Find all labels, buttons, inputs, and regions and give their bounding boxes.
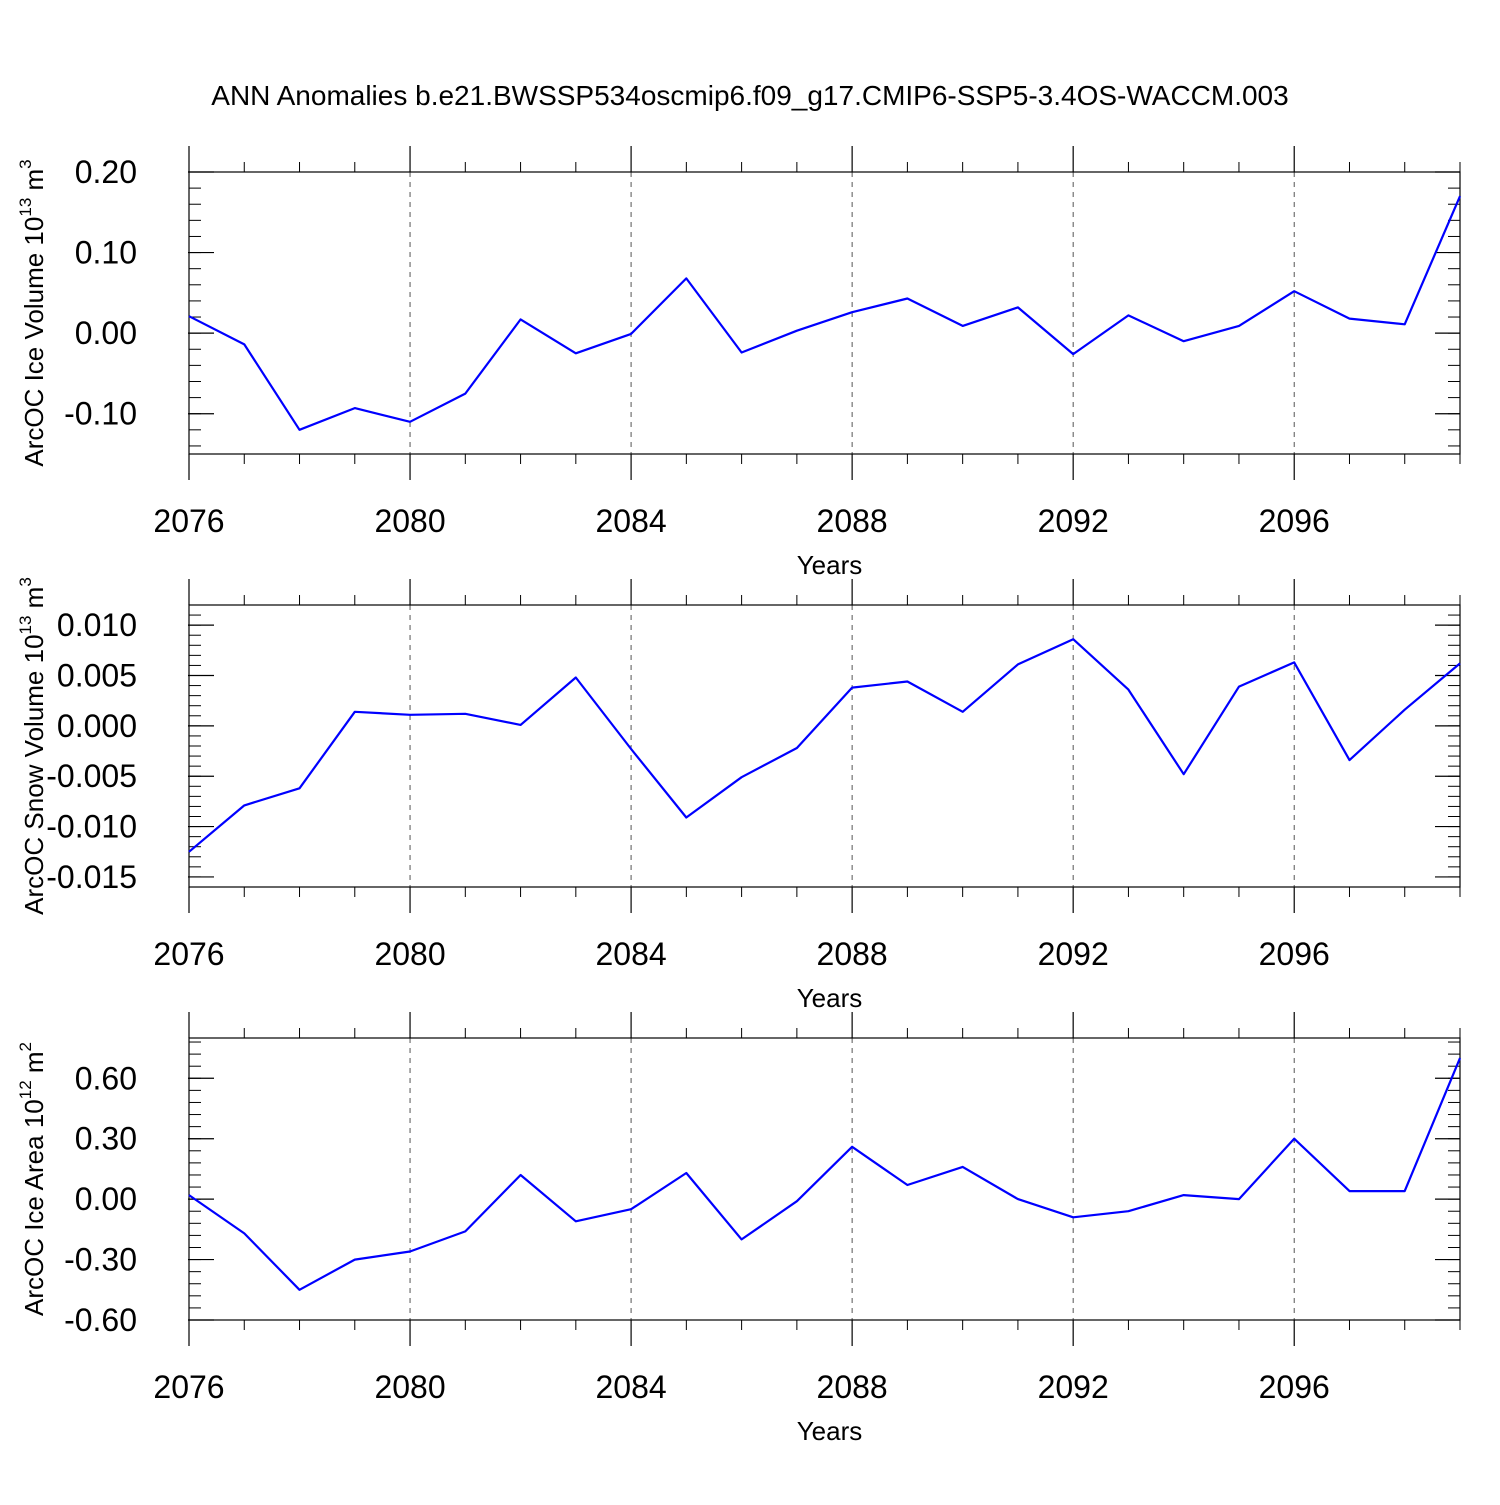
x-tick-label: 2084	[595, 503, 666, 539]
y-tick-label: 0.00	[75, 1181, 137, 1217]
y-tick-label: 0.010	[57, 607, 137, 643]
chart-panel-2: 2076 2080 2084 2088 2092 2096 Years -0.015 -0.01…	[16, 577, 1461, 1013]
x-tick-label: 2092	[1038, 936, 1109, 972]
y-axis-title-unit: m	[19, 587, 49, 616]
plot-frame	[188, 1037, 1461, 1321]
y-axis-title-unit: m	[19, 1051, 49, 1080]
y-tick-label: -0.015	[46, 859, 137, 895]
y-axis-title-unit: m	[19, 169, 49, 198]
y-axis-title-exponent: 13	[16, 198, 35, 217]
y-axis-title-text: ArcOC Ice Area 10	[19, 1099, 49, 1316]
x-tick-label: 2092	[1038, 1369, 1109, 1405]
x-tick-label: 2076	[153, 936, 224, 972]
y-tick-label: -0.60	[64, 1302, 137, 1338]
x-tick-label: 2088	[817, 1369, 888, 1405]
y-axis-title-unit-exponent: 2	[16, 1042, 35, 1051]
data-series-line	[188, 1057, 1462, 1291]
y-axis-title-text: ArcOC Ice Volume 10	[19, 217, 49, 467]
y-axis-title-unit-exponent: 3	[16, 577, 35, 586]
y-tick-label: -0.005	[46, 758, 137, 794]
y-axis-title: ArcOC Ice Area 1012 m2	[16, 1042, 49, 1316]
chart-panel-3: 2076 2080 2084 2088 2092 2096 Years -0.60 -0.30 0…	[16, 1012, 1462, 1446]
x-tick-label: 2092	[1038, 503, 1109, 539]
x-tick-label: 2088	[817, 936, 888, 972]
chart-panel-1: 2076 2080 2084 2088 2092 2096 Years -0.10 0.00 0.…	[16, 146, 1462, 580]
y-tick-label: -0.30	[64, 1242, 137, 1278]
x-tick-label: 2080	[374, 936, 445, 972]
y-tick-label: -0.010	[46, 809, 137, 845]
plot-frame	[188, 171, 1461, 455]
y-tick-label: 0.10	[75, 235, 137, 271]
x-tick-label: 2096	[1259, 1369, 1330, 1405]
y-tick-label: 0.005	[57, 658, 137, 694]
x-tick-label: 2096	[1259, 936, 1330, 972]
x-tick-label: 2080	[374, 1369, 445, 1405]
y-axis-title-exponent: 12	[16, 1080, 35, 1099]
y-tick-label: 0.60	[75, 1060, 137, 1096]
x-axis-title: Years	[797, 1416, 863, 1446]
x-tick-label: 2076	[153, 503, 224, 539]
y-axis-title-exponent: 13	[16, 616, 35, 635]
y-tick-label: 0.00	[75, 315, 137, 351]
y-tick-label: 0.000	[57, 708, 137, 744]
x-tick-label: 2084	[595, 1369, 666, 1405]
plot-frame	[188, 604, 1461, 888]
data-series-line	[188, 195, 1462, 431]
x-tick-label: 2088	[817, 503, 888, 539]
y-tick-label: 0.20	[75, 154, 137, 190]
y-axis-title: ArcOC Snow Volume 1013 m3	[16, 577, 49, 915]
x-tick-label: 2084	[595, 936, 666, 972]
y-tick-label: -0.10	[64, 396, 137, 432]
chart-title: ANN Anomalies b.e21.BWSSP534oscmip6.f09_…	[211, 80, 1288, 111]
x-axis-title: Years	[797, 983, 863, 1013]
y-axis-title-unit-exponent: 3	[16, 159, 35, 168]
y-tick-label: 0.30	[75, 1121, 137, 1157]
x-axis-title: Years	[797, 550, 863, 580]
x-tick-label: 2096	[1259, 503, 1330, 539]
x-tick-label: 2080	[374, 503, 445, 539]
y-axis-title-text: ArcOC Snow Volume 10	[19, 634, 49, 914]
y-axis-title: ArcOC Ice Volume 1013 m3	[16, 159, 49, 466]
x-tick-label: 2076	[153, 1369, 224, 1405]
data-series-line	[188, 638, 1461, 853]
